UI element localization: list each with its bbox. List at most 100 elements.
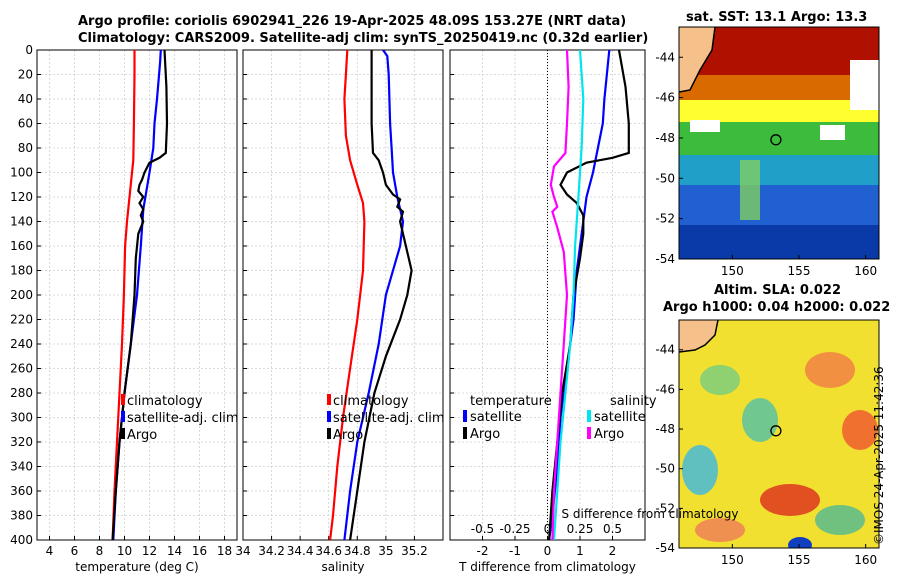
x-tick-label: 34 xyxy=(235,544,250,558)
y-tick-label: 20 xyxy=(18,68,33,82)
sla-map-frame xyxy=(678,319,880,549)
legend-label: satellite-adj. clim xyxy=(127,411,239,426)
y-tick-label: 320 xyxy=(10,435,33,449)
legend-swatch xyxy=(327,394,331,405)
map-y-tick-label: -48 xyxy=(655,131,675,145)
legend-swatch xyxy=(121,428,125,439)
x2-tick-label: -0.25 xyxy=(499,522,530,536)
y-tick-label: 160 xyxy=(10,239,33,253)
x-tick-label: 34.4 xyxy=(287,544,314,558)
x2-tick-label: 0.25 xyxy=(567,522,594,536)
x-axis-label: temperature (deg C) xyxy=(75,560,198,574)
legend-label: climatology xyxy=(127,394,203,409)
y-tick-label: 100 xyxy=(10,166,33,180)
y-tick-label: 120 xyxy=(10,190,33,204)
sla-argo-marker xyxy=(770,425,782,437)
y-tick-label: 280 xyxy=(10,386,33,400)
legend-swatch xyxy=(463,410,467,422)
y-tick-label: 220 xyxy=(10,313,33,327)
x2-tick-label: -0.5 xyxy=(471,522,494,536)
series-line-climatology xyxy=(329,50,366,540)
map-x-tick-label: 155 xyxy=(788,264,811,278)
map-y-tick-label: -46 xyxy=(655,382,675,396)
y-tick-label: 80 xyxy=(18,141,33,155)
legend-swatch xyxy=(587,427,591,439)
page-subtitle: Climatology: CARS2009. Satellite-adj cli… xyxy=(78,31,649,46)
x2-tick-label: 0.5 xyxy=(603,522,622,536)
map-y-tick-label: -44 xyxy=(655,343,675,357)
x-tick-label: 0 xyxy=(544,544,552,558)
map-y-tick-label: -54 xyxy=(655,252,675,266)
x-tick-label: 34.6 xyxy=(315,544,342,558)
series-line-satellite-adj-clim xyxy=(343,50,405,540)
x2-tick-label: 0 xyxy=(544,522,552,536)
series-line-argo xyxy=(349,50,413,540)
y-tick-label: 240 xyxy=(10,337,33,351)
x-tick-label: 14 xyxy=(167,544,182,558)
series-line-climatology xyxy=(111,50,136,540)
y-tick-label: 0 xyxy=(25,43,33,57)
y-tick-label: 380 xyxy=(10,509,33,523)
y-tick-label: 300 xyxy=(10,411,33,425)
y-tick-label: 340 xyxy=(10,460,33,474)
legend-title: temperature xyxy=(470,394,552,409)
series-line-salinity-argo xyxy=(549,50,570,540)
legend-label: Argo xyxy=(333,428,363,443)
x-tick-label: -2 xyxy=(477,544,489,558)
x-tick-label: 4 xyxy=(46,544,54,558)
x-tick-label: 35 xyxy=(378,544,393,558)
sla-map xyxy=(679,320,879,548)
map-y-tick-label: -46 xyxy=(655,91,675,105)
x2-axis-label: S difference from climatology xyxy=(562,507,739,521)
x-tick-label: 34.8 xyxy=(344,544,371,558)
legend-swatch xyxy=(463,427,467,439)
sst-argo-marker xyxy=(770,134,782,146)
series-line-temperature-satellite xyxy=(548,50,611,540)
y-tick-label: 400 xyxy=(10,533,33,547)
x-tick-label: 10 xyxy=(117,544,132,558)
legend-swatch xyxy=(121,394,125,405)
legend-swatch xyxy=(121,411,125,422)
legend-label: satellite xyxy=(470,410,522,425)
series-line-salinity-satellite xyxy=(552,50,585,540)
sst-map xyxy=(679,27,879,259)
map-y-tick-label: -54 xyxy=(655,541,675,555)
x-tick-label: 16 xyxy=(192,544,207,558)
legend-label: Argo xyxy=(594,427,624,442)
legend-label: Argo xyxy=(127,428,157,443)
y-tick-label: 180 xyxy=(10,264,33,278)
y-tick-label: 60 xyxy=(18,117,33,131)
legend-label: climatology xyxy=(333,394,409,409)
legend-label: satellite xyxy=(594,410,646,425)
x-axis-label: salinity xyxy=(321,560,364,574)
sst-map-title: sat. SST: 13.1 Argo: 13.3 xyxy=(686,10,868,25)
map-x-tick-label: 160 xyxy=(854,264,877,278)
x-tick-label: 35.2 xyxy=(401,544,428,558)
series-line-argo xyxy=(111,50,169,540)
credit-stamp: ©IMOS 24-Apr-2025 11:42:36 xyxy=(872,366,886,545)
map-x-tick-label: 150 xyxy=(721,553,744,567)
x-tick-label: 6 xyxy=(71,544,79,558)
legend-swatch xyxy=(327,428,331,439)
x-tick-label: 18 xyxy=(217,544,232,558)
legend-swatch xyxy=(587,410,591,422)
x-tick-label: 12 xyxy=(142,544,157,558)
sla-map-title: Altim. SLA: 0.022 xyxy=(714,283,841,298)
page-title: Argo profile: coriolis 6902941_226 19-Ap… xyxy=(78,14,627,29)
x-tick-label: -1 xyxy=(509,544,521,558)
x-tick-label: 8 xyxy=(96,544,104,558)
x-tick-label: 1 xyxy=(576,544,584,558)
map-x-tick-label: 160 xyxy=(854,553,877,567)
y-tick-label: 200 xyxy=(10,288,33,302)
legend-label: satellite-adj. clim xyxy=(333,411,445,426)
map-y-tick-label: -52 xyxy=(655,212,675,226)
map-y-tick-label: -50 xyxy=(655,171,675,185)
map-x-tick-label: 155 xyxy=(788,553,811,567)
y-tick-label: 140 xyxy=(10,215,33,229)
map-y-tick-label: -44 xyxy=(655,50,675,64)
legend-swatch xyxy=(327,411,331,422)
x-tick-label: 34.2 xyxy=(258,544,285,558)
y-tick-label: 40 xyxy=(18,92,33,106)
map-y-tick-label: -52 xyxy=(655,501,675,515)
